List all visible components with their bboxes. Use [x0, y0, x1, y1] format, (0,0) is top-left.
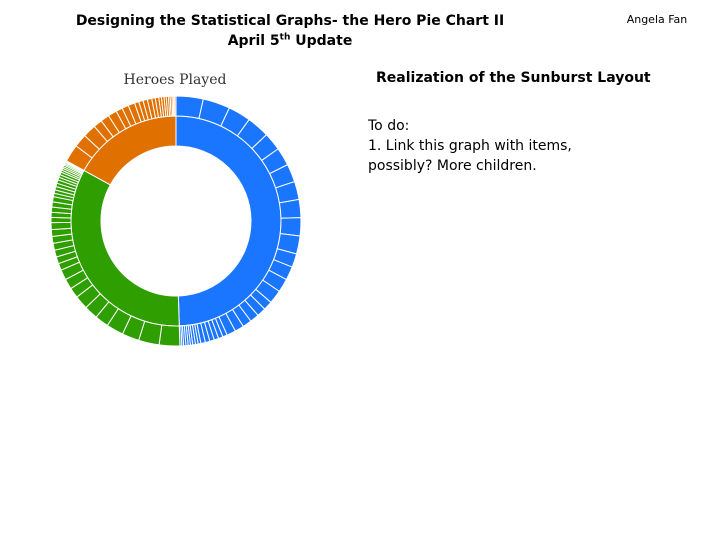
title-line-1: Designing the Statistical Graphs- the He… [75, 13, 505, 29]
outer-segment[interactable] [158, 324, 181, 347]
outer-segment[interactable] [278, 198, 302, 219]
outer-ring [50, 95, 302, 347]
sunburst-chart [50, 95, 302, 347]
author-name: Angela Fan [626, 13, 688, 26]
section-heading: Realization of the Sunburst Layout [376, 70, 651, 86]
inner-ring [70, 115, 282, 327]
slide-title: Designing the Statistical Graphs- the He… [60, 11, 520, 51]
outer-segment[interactable] [174, 95, 177, 117]
title-line-2: April 5th Update [227, 32, 353, 49]
chart-title: Heroes Played [123, 72, 227, 88]
outer-segment[interactable] [279, 217, 302, 237]
todo-block: To do: 1. Link this graph with items, po… [368, 116, 608, 176]
todo-item: 1. Link this graph with items, possibly?… [368, 138, 572, 174]
todo-title: To do: [368, 118, 410, 134]
outer-segment[interactable] [50, 221, 72, 231]
